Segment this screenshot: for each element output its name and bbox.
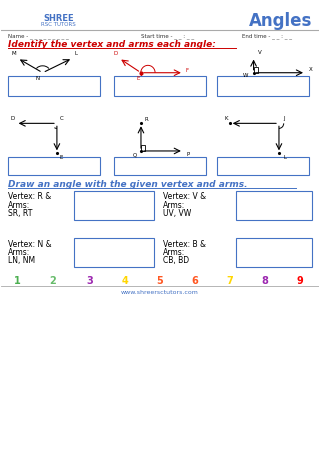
Text: 8: 8: [261, 276, 268, 286]
Text: 4: 4: [122, 276, 129, 286]
FancyBboxPatch shape: [236, 238, 312, 267]
Text: Vertex: R &: Vertex: R &: [8, 193, 51, 201]
Text: P: P: [187, 152, 190, 157]
Text: 1: 1: [14, 276, 20, 286]
Text: M: M: [12, 51, 16, 56]
FancyBboxPatch shape: [217, 76, 309, 96]
Text: 7: 7: [227, 276, 233, 286]
FancyBboxPatch shape: [8, 157, 100, 175]
Text: L: L: [283, 156, 286, 160]
FancyBboxPatch shape: [114, 76, 206, 96]
Text: Q: Q: [133, 152, 137, 157]
Text: 6: 6: [191, 276, 198, 286]
Text: www.shreersctutors.com: www.shreersctutors.com: [121, 290, 199, 295]
Text: LN, NM: LN, NM: [8, 256, 35, 265]
FancyBboxPatch shape: [8, 76, 100, 96]
Text: Vertex: N &: Vertex: N &: [8, 240, 51, 249]
Bar: [141, 145, 145, 151]
Text: K: K: [225, 116, 228, 121]
Text: Arms:: Arms:: [163, 201, 185, 210]
Text: Draw an angle with the given vertex and arms.: Draw an angle with the given vertex and …: [8, 180, 247, 188]
Text: Start time - _ _ : _ _: Start time - _ _ : _ _: [141, 33, 194, 39]
Text: Arms:: Arms:: [8, 248, 30, 257]
Text: Identify the vertex and arms each angle:: Identify the vertex and arms each angle:: [8, 40, 216, 49]
Text: V: V: [258, 50, 262, 56]
Text: Angles: Angles: [249, 12, 312, 30]
Text: Vertex: B &: Vertex: B &: [163, 240, 206, 249]
Text: R: R: [145, 117, 148, 122]
Text: 9: 9: [296, 276, 303, 286]
Text: 2: 2: [49, 276, 55, 286]
Text: J: J: [283, 116, 284, 121]
Text: 3: 3: [87, 276, 93, 286]
Text: Vertex: V &: Vertex: V &: [163, 193, 206, 201]
Text: CB, BD: CB, BD: [163, 256, 189, 265]
Text: Name - _ _ _ _ _ _ _ _ _: Name - _ _ _ _ _ _ _ _ _: [8, 33, 68, 39]
Text: UV, VW: UV, VW: [163, 209, 191, 218]
FancyBboxPatch shape: [236, 191, 312, 219]
Text: Arms:: Arms:: [8, 201, 30, 210]
FancyBboxPatch shape: [217, 157, 309, 175]
Text: N: N: [36, 76, 40, 81]
Bar: [253, 67, 258, 73]
Text: Arms:: Arms:: [163, 248, 185, 257]
Text: SR, RT: SR, RT: [8, 209, 32, 218]
Text: End time - _ _ : _ _: End time - _ _ : _ _: [243, 33, 292, 39]
Text: C: C: [60, 116, 64, 121]
FancyBboxPatch shape: [74, 238, 154, 267]
Text: F: F: [185, 68, 188, 73]
Text: SHREE: SHREE: [43, 14, 74, 23]
Text: D: D: [10, 116, 15, 121]
Text: L: L: [75, 51, 77, 56]
Text: E: E: [60, 156, 63, 160]
Text: D: D: [114, 51, 118, 56]
FancyBboxPatch shape: [114, 157, 206, 175]
Text: RSC TUTORS: RSC TUTORS: [41, 22, 76, 27]
Text: 5: 5: [156, 276, 164, 286]
Text: W: W: [243, 73, 248, 77]
Text: E: E: [136, 76, 140, 81]
FancyBboxPatch shape: [74, 191, 154, 219]
Text: X: X: [309, 67, 313, 72]
